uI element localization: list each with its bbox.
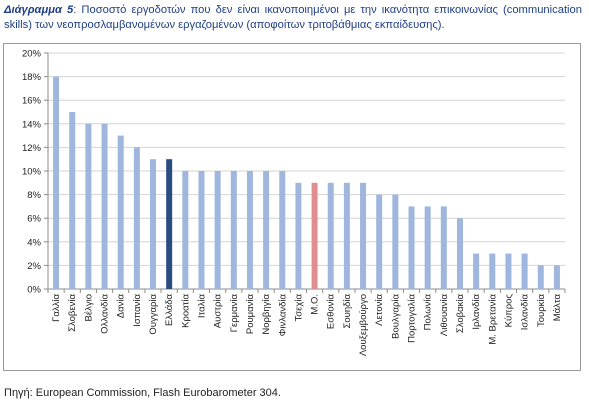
x-category-label: Λετονία xyxy=(374,294,385,326)
bar xyxy=(343,182,350,289)
x-category-label: Πολωνία xyxy=(423,293,434,330)
x-category-label: Ισπανία xyxy=(132,294,143,327)
x-category-label: Σλοβακία xyxy=(455,293,466,333)
y-tick-label: 0% xyxy=(27,285,41,296)
bar xyxy=(311,182,318,289)
bar xyxy=(133,147,140,289)
x-category-label: Γερμανία xyxy=(229,294,240,333)
x-category-label: Μ.Ο. xyxy=(310,294,321,315)
x-category-label: Τσεχία xyxy=(293,293,304,321)
bar xyxy=(521,253,528,289)
bar xyxy=(150,159,157,289)
x-category-label: Πορτογαλία xyxy=(407,294,418,343)
x-category-label: Ιρλανδία xyxy=(471,293,482,329)
y-tick-label: 16% xyxy=(22,96,42,107)
y-tick-label: 4% xyxy=(27,237,41,248)
x-category-label: Μάλτα xyxy=(552,294,563,322)
x-category-label: Ουγγαρία xyxy=(148,294,159,335)
bar xyxy=(537,265,544,289)
x-category-label: Λουξεμβούργο xyxy=(358,294,369,356)
chart-caption: Διάγραμμα 5: Ποσοστό εργοδοτών που δεν ε… xyxy=(4,3,582,33)
y-tick-label: 10% xyxy=(22,167,42,178)
bar xyxy=(69,112,76,289)
x-category-label: Ελλάδα xyxy=(164,293,175,325)
x-category-label: Κύπρος xyxy=(503,294,514,328)
bar-chart: 0% 2% 4% 6% 8% 10% 12% 14% 16% 18% 20% Γαλλία Σλοβε… xyxy=(22,49,566,356)
x-category-label: Βουλγαρία xyxy=(390,294,401,339)
bar xyxy=(505,253,512,289)
bar xyxy=(166,159,173,289)
x-category-label: Αυστρία xyxy=(213,293,224,328)
bar xyxy=(440,206,447,289)
y-axis: 0% 2% 4% 6% 8% 10% 12% 14% 16% 18% 20% xyxy=(22,49,49,296)
gridlines xyxy=(48,52,565,290)
x-category-label: Δανία xyxy=(116,294,127,319)
bar xyxy=(101,123,108,289)
y-tick-label: 2% xyxy=(27,261,41,272)
bar xyxy=(489,253,496,289)
bar xyxy=(327,182,334,289)
bar xyxy=(182,171,189,289)
x-category-label: Ιταλία xyxy=(196,293,207,318)
source-note: Πηγή: European Commission, Flash Eurobar… xyxy=(4,387,281,399)
x-category-label: Νορβηγία xyxy=(261,293,272,334)
caption-label: Διάγραμμα 5 xyxy=(4,4,74,16)
x-category-label: Κροατία xyxy=(180,293,191,327)
bar xyxy=(553,265,560,289)
x-category-label: Βέλγιο xyxy=(83,294,94,321)
bars xyxy=(53,76,560,289)
x-category-label: Φινλανδία xyxy=(277,294,288,337)
x-category-label: Λιθουανία xyxy=(439,294,450,337)
x-category-label: Ρουμανία xyxy=(245,293,256,334)
y-tick-label: 14% xyxy=(22,119,42,130)
x-axis: Γαλλία Σλοβενία Βέλγιο Ολλανδία Δανία Ισπανία… xyxy=(47,289,566,356)
bar xyxy=(198,171,205,289)
bar xyxy=(117,135,124,289)
x-category-label: Τουρκία xyxy=(536,293,547,327)
x-category-label: Σουηδία xyxy=(342,293,353,328)
chart-frame xyxy=(3,43,581,371)
bar xyxy=(214,171,221,289)
x-category-label: Μ. Βρετανία xyxy=(487,294,498,345)
y-tick-label: 8% xyxy=(27,190,41,201)
bar xyxy=(360,182,367,289)
bar xyxy=(456,218,463,289)
caption-text: : Ποσοστό εργοδοτών που δεν είναι ικανοπ… xyxy=(4,4,582,31)
bar xyxy=(424,206,431,289)
bar xyxy=(85,123,92,289)
bar xyxy=(279,171,286,289)
bar xyxy=(392,194,399,289)
bar xyxy=(246,171,253,289)
bar xyxy=(263,171,270,289)
x-category-label: Εσθονία xyxy=(326,293,337,329)
x-category-label: Ολλανδία xyxy=(100,294,111,334)
bar xyxy=(53,76,60,289)
y-tick-label: 20% xyxy=(22,49,42,60)
x-category-label: Σλοβενία xyxy=(67,294,78,332)
y-tick-label: 6% xyxy=(27,214,41,225)
y-tick-label: 12% xyxy=(22,143,42,154)
y-tick-label: 18% xyxy=(22,72,42,83)
x-category-label: Ισλανδία xyxy=(520,294,531,331)
bar xyxy=(408,206,415,289)
bar xyxy=(473,253,480,289)
bar xyxy=(295,182,302,289)
x-category-label: Γαλλία xyxy=(51,293,62,321)
bar xyxy=(376,194,383,289)
bar xyxy=(230,171,237,289)
